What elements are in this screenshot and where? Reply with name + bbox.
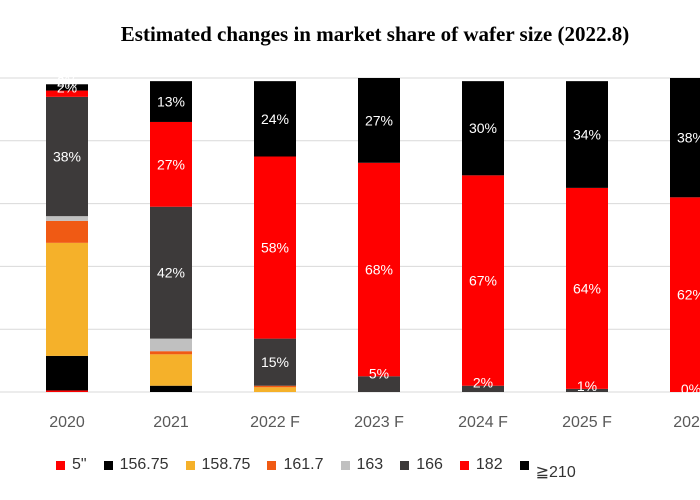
legend-item-166: 166 <box>400 456 443 474</box>
legend-item-182: 182 <box>459 456 503 474</box>
data-label-2020-210: 2% <box>57 73 77 89</box>
data-label-2025-f-166: 1% <box>577 378 597 394</box>
data-label-2022-f-166: 15% <box>261 354 289 370</box>
gridlines <box>0 77 700 393</box>
bar-2026-182 <box>670 197 700 392</box>
data-label-2023-f-210: 27% <box>365 112 393 128</box>
bar-2020-163 <box>46 216 88 221</box>
bar-2022-f-182 <box>254 156 296 339</box>
bar-2024-f-210 <box>462 81 504 176</box>
legend-label: ≧210 <box>535 464 576 481</box>
bar-2020-161-7 <box>46 220 88 243</box>
bar-2022-f-166 <box>254 338 296 386</box>
data-label-2023-f-182: 68% <box>365 262 393 278</box>
data-label-2026-166: 0% <box>681 381 700 397</box>
bar-2020-166 <box>46 96 88 217</box>
legend-swatch <box>185 460 195 470</box>
legend-label: 166 <box>416 456 443 473</box>
data-label-2024-f-210: 30% <box>469 120 497 136</box>
legend-label: 5" <box>72 456 87 473</box>
x-tick-2024-f: 2024 F <box>458 414 508 431</box>
legend-swatch <box>400 460 410 470</box>
legend-label: 156.75 <box>119 456 169 473</box>
legend-swatch <box>56 460 65 470</box>
data-label-2021-210: 13% <box>157 94 185 110</box>
bar-2021-166 <box>150 206 192 339</box>
data-label-2024-f-182: 67% <box>469 273 497 289</box>
legend-item-163: 163 <box>340 456 384 474</box>
bar-2022-f-161-7 <box>254 385 296 388</box>
bar-2024-f-166 <box>462 385 504 392</box>
bar-2020-210 <box>46 84 88 91</box>
bar-2020-182 <box>46 90 88 97</box>
legend-swatch <box>103 460 113 470</box>
x-tick-2021: 2021 <box>153 414 189 431</box>
legend-label: 182 <box>475 456 503 473</box>
bar-2020-158-75 <box>46 242 88 356</box>
legend-item-210: ≧210 <box>519 460 576 482</box>
data-label-2022-f-210: 24% <box>261 111 289 127</box>
data-label-2024-f-166: 2% <box>473 375 493 391</box>
x-axis-tick-labels: 2020 2021 2022 F 2023 F 2024 F 2025 F 2026 <box>49 414 700 431</box>
bar-2021-163 <box>150 338 192 352</box>
legend-label: 163 <box>356 456 384 473</box>
legend-swatch <box>267 460 277 470</box>
data-label-2020-182: 2% <box>57 80 77 96</box>
data-label-2022-f-182: 58% <box>261 240 289 256</box>
bar-2023-f-182 <box>358 162 400 377</box>
bars <box>46 78 700 392</box>
bar-2021-158-75 <box>150 354 192 386</box>
data-label-2020-166: 38% <box>53 149 81 165</box>
bar-2020-156-75 <box>46 355 88 391</box>
bar-2022-f-158-75 <box>254 387 296 392</box>
bar-2021-161-7 <box>150 351 192 355</box>
bar-2024-f-182 <box>462 175 504 386</box>
x-tick-2026: 2026 <box>673 414 700 431</box>
bar-2021-182 <box>150 121 192 207</box>
legend-swatch <box>340 460 350 470</box>
legend-item-161-7: 161.7 <box>267 456 324 474</box>
data-label-2021-182: 27% <box>157 156 185 172</box>
bar-2022-f-210 <box>254 81 296 157</box>
x-tick-2020: 2020 <box>49 414 85 431</box>
bar-2026-210 <box>670 78 700 198</box>
legend-item-5: 5" <box>56 456 87 474</box>
data-label-2026-182: 62% <box>677 287 700 303</box>
bar-2021-210 <box>150 81 192 122</box>
bar-2023-f-166 <box>358 376 400 392</box>
bar-2023-f-210 <box>358 78 400 163</box>
bar-2025-f-210 <box>566 81 608 188</box>
legend-label: 161.7 <box>283 456 324 473</box>
data-label-2025-f-182: 64% <box>573 280 601 296</box>
data-label-2021-166: 42% <box>157 265 185 281</box>
data-label-2026-210: 38% <box>677 130 700 146</box>
legend: 5" 156.75 158.75 161.7 163 166 182 ≧210 <box>56 455 593 481</box>
bar-2025-f-182 <box>566 187 608 389</box>
x-tick-2023-f: 2023 F <box>354 414 404 431</box>
x-tick-2022-f: 2022 F <box>250 414 300 431</box>
legend-label: 158.75 <box>201 456 251 473</box>
data-label-2023-f-166: 5% <box>369 365 389 381</box>
data-label-2025-f-210: 34% <box>573 127 601 143</box>
x-tick-2025-f: 2025 F <box>562 414 612 431</box>
legend-item-158-75: 158.75 <box>185 456 251 474</box>
bar-2021-156-75 <box>150 385 192 392</box>
legend-item-156-75: 156.75 <box>103 456 169 474</box>
bar-2020-5 <box>46 390 88 392</box>
legend-swatch <box>519 460 529 470</box>
data-labels: 38%2%2%42%27%13%15%58%24%5%68%27%2%67%30… <box>53 73 700 397</box>
chart-title: Estimated changes in market share of waf… <box>120 22 630 46</box>
legend-swatch <box>459 460 469 470</box>
bar-2025-f-166 <box>566 388 608 392</box>
